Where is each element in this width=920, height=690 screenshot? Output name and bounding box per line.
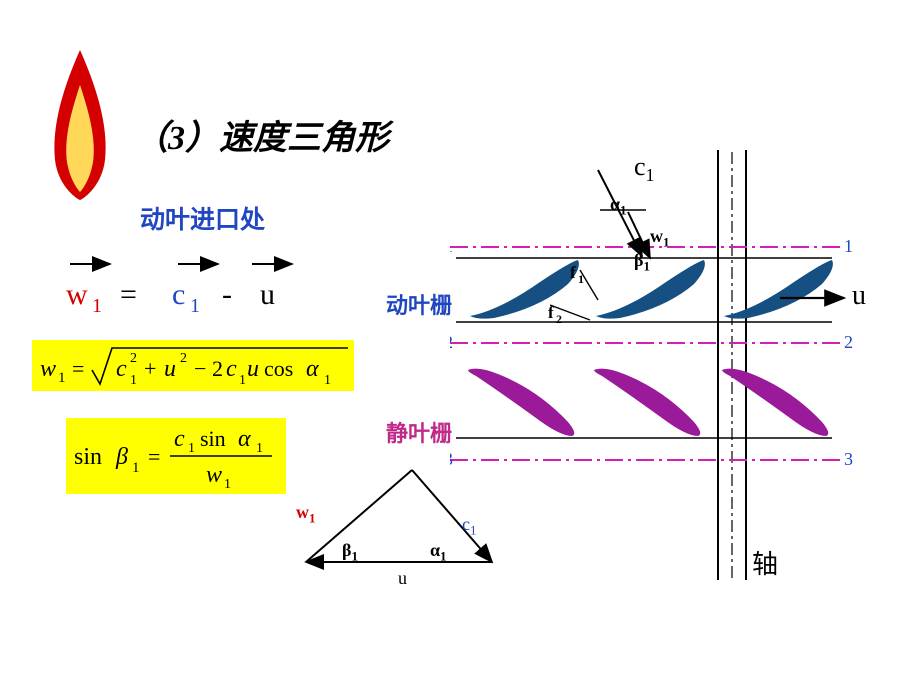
svg-text:cos: cos <box>264 356 293 381</box>
svg-text:1: 1 <box>130 373 137 388</box>
tri-w1-label: w1 <box>296 502 316 527</box>
svg-text:α: α <box>238 426 251 452</box>
svg-text:2: 2 <box>130 351 137 366</box>
svg-text:1: 1 <box>58 370 66 386</box>
svg-text:sin: sin <box>74 444 102 470</box>
tri-beta1-label: β1 <box>342 540 358 565</box>
svg-text:u: u <box>247 356 259 382</box>
formula-w1-magnitude: w 1 = c 2 1 + u 2 − 2 c 1 u cos α 1 <box>32 340 354 391</box>
svg-text:2: 2 <box>844 332 853 352</box>
svg-text:c: c <box>174 426 185 452</box>
tri-u-label: u <box>398 568 407 589</box>
svg-text:3: 3 <box>844 449 853 469</box>
svg-text:1: 1 <box>450 236 453 256</box>
svg-text:1: 1 <box>324 373 331 388</box>
svg-text:+: + <box>144 356 156 381</box>
cascade-diagram: 1 1 2 2 3 3 f 1 f 2 <box>450 150 870 595</box>
svg-text:1: 1 <box>256 441 263 456</box>
svg-text:2: 2 <box>450 332 453 352</box>
svg-text:=: = <box>148 444 160 469</box>
page-title: （3）速度三角形 <box>134 110 389 159</box>
svg-text:=: = <box>72 356 84 381</box>
svg-text:w: w <box>66 278 88 311</box>
svg-text:1: 1 <box>578 272 584 286</box>
svg-text:c: c <box>172 278 185 311</box>
svg-text:f: f <box>570 263 576 282</box>
svg-text:=: = <box>120 278 137 311</box>
svg-text:c: c <box>116 356 127 382</box>
svg-text:β: β <box>115 444 128 470</box>
svg-text:1: 1 <box>190 295 200 317</box>
svg-text:−: − <box>194 356 206 381</box>
svg-text:u: u <box>164 356 176 382</box>
svg-text:1: 1 <box>224 477 231 492</box>
flame-icon <box>50 50 110 205</box>
svg-text:2: 2 <box>556 312 562 326</box>
svg-text:2: 2 <box>180 351 187 366</box>
svg-text:u: u <box>260 278 275 311</box>
svg-text:1: 1 <box>239 373 246 388</box>
tri-alpha1-label: α1 <box>430 540 447 565</box>
svg-text:2: 2 <box>212 356 223 381</box>
svg-text:w: w <box>206 462 222 488</box>
svg-text:w: w <box>40 356 56 382</box>
svg-text:α: α <box>306 356 319 382</box>
stator-cascade-label: 静叶栅 <box>386 416 452 448</box>
subtitle-inlet: 动叶进口处 <box>140 200 265 236</box>
svg-text:1: 1 <box>92 295 102 317</box>
svg-text:f: f <box>548 303 554 322</box>
svg-text:1: 1 <box>844 236 853 256</box>
svg-text:1: 1 <box>188 441 195 456</box>
vector-equation: w 1 = c 1 - u <box>62 250 332 320</box>
svg-text:c: c <box>226 356 237 382</box>
tri-c1-label: c1 <box>462 514 477 539</box>
svg-text:1: 1 <box>132 460 140 476</box>
rotor-cascade-label: 动叶栅 <box>386 288 452 320</box>
svg-text:-: - <box>222 278 232 311</box>
svg-text:sin: sin <box>200 426 226 451</box>
formula-sin-beta1: sin β 1 = c 1 sin α 1 w 1 <box>66 418 286 494</box>
